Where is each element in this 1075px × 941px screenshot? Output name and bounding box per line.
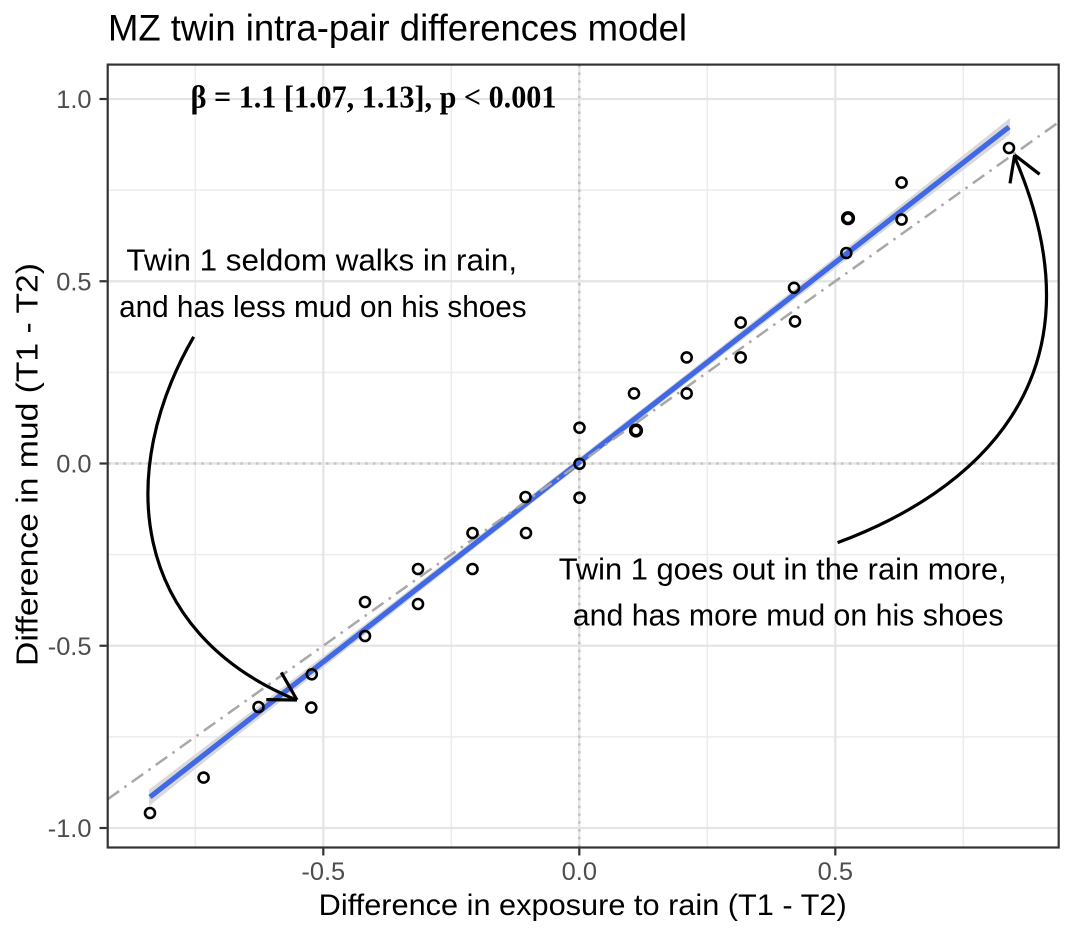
svg-text:Twin 1 goes out in the rain mo: Twin 1 goes out in the rain more, xyxy=(559,551,1007,586)
svg-text:0.0: 0.0 xyxy=(56,451,91,479)
svg-text:and has less mud on his shoes: and has less mud on his shoes xyxy=(119,289,526,324)
svg-text:and has more mud on his shoes: and has more mud on his shoes xyxy=(573,598,1004,633)
svg-text:0.0: 0.0 xyxy=(562,858,597,886)
svg-text:β = 1.1 [1.07, 1.13], p < 0.00: β = 1.1 [1.07, 1.13], p < 0.001 xyxy=(191,79,557,115)
svg-text:-1.0: -1.0 xyxy=(48,815,92,843)
svg-text:Difference in exposure to rain: Difference in exposure to rain (T1 - T2) xyxy=(319,889,847,922)
svg-text:0.5: 0.5 xyxy=(56,268,91,296)
svg-text:1.0: 1.0 xyxy=(56,86,91,114)
svg-text:MZ twin intra-pair differences: MZ twin intra-pair differences model xyxy=(108,7,687,48)
svg-text:Twin 1 seldom walks in rain,: Twin 1 seldom walks in rain, xyxy=(126,242,517,277)
svg-text:-0.5: -0.5 xyxy=(48,633,92,661)
svg-text:Difference in mud (T1 - T2): Difference in mud (T1 - T2) xyxy=(10,263,45,666)
svg-text:0.5: 0.5 xyxy=(818,858,853,886)
svg-text:-0.5: -0.5 xyxy=(301,858,345,886)
